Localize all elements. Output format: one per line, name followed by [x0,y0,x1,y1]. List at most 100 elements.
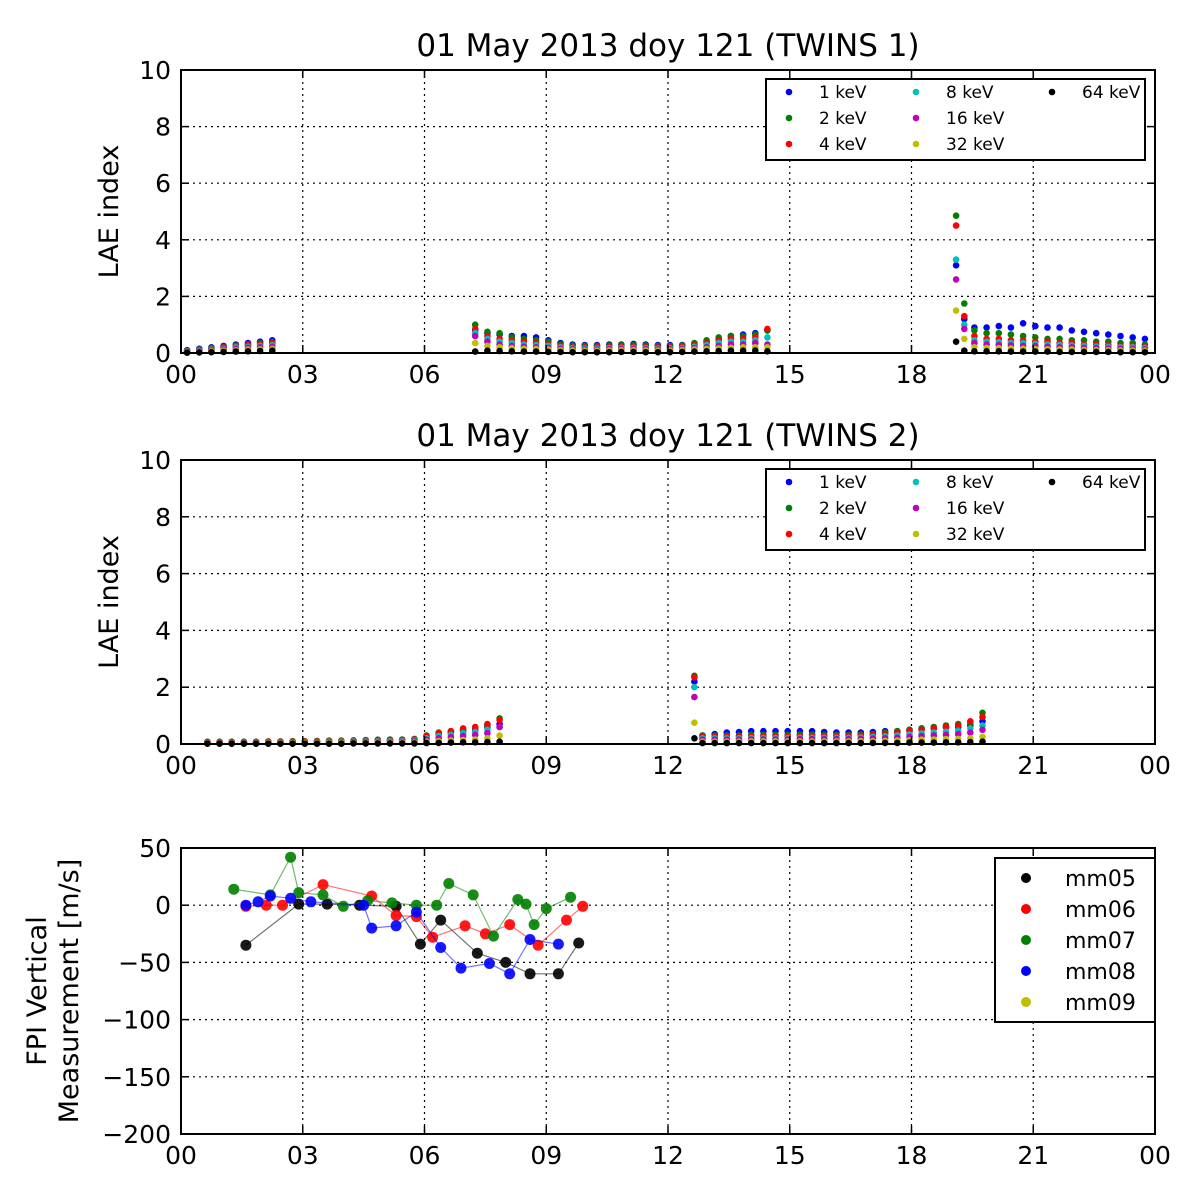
data-point [1092,329,1100,337]
data-point [952,222,960,229]
y-tick-label: −150 [102,1063,171,1092]
legend-item: 16 keV [912,109,1005,129]
data-point [967,729,974,736]
data-point [967,718,974,725]
data-point [971,327,978,334]
y-tick-label: −100 [102,1006,171,1035]
data-point [240,939,252,951]
legend-label: 8 keV [946,473,994,493]
data-point [455,962,467,974]
y-axis-label: LAE index [94,535,125,669]
data-point [524,934,536,945]
data-point [484,729,491,737]
data-point [1068,327,1076,334]
legend-label: 32 keV [946,135,1005,155]
data-point [277,899,288,911]
data-point [484,342,491,350]
data-point [504,919,516,931]
legend-item: mm07 [1021,929,1136,954]
data-point [305,896,317,908]
x-tick-label: 18 [896,360,928,389]
data-point [1032,322,1039,330]
legend-item: 8 keV [912,473,994,493]
x-tick-label: 00 [1139,1141,1171,1170]
data-point [565,891,577,903]
y-tick-label: 8 [155,113,171,142]
data-point [264,890,276,902]
series-16-kev [204,693,986,747]
data-point [471,332,479,340]
legend-item: 32 keV [912,135,1005,155]
legend-label: 8 keV [946,83,994,103]
data-point [1092,348,1100,356]
data-point [561,914,572,926]
data-point [983,324,990,331]
legend-marker [912,88,920,96]
data-point [532,939,544,951]
y-tick-label: 0 [155,730,171,759]
data-point [512,894,524,905]
data-point [252,896,264,908]
data-point [1019,320,1027,327]
data-point [691,735,698,742]
data-point [293,898,305,910]
data-point [500,956,512,968]
x-tick-label: 00 [165,1141,197,1170]
legend-label: 16 keV [946,109,1005,129]
legend-marker [912,114,920,122]
data-point [358,899,370,911]
data-point [390,920,402,932]
data-point [488,930,499,942]
legend-marker [912,478,920,486]
data-point [942,723,950,731]
legend-item: 64 keV [1048,473,1141,493]
data-point [435,739,443,747]
chart-title: 01 May 2013 doy 121 (TWINS 1) [416,28,919,64]
x-tick-label: 00 [165,360,197,389]
y-tick-label: 4 [155,226,171,255]
data-point [691,674,698,681]
chart-title: 01 May 2013 doy 121 (TWINS 2) [416,418,919,454]
legend-label: 2 keV [819,109,867,129]
y-tick-label: 2 [155,673,171,702]
data-point [471,947,483,959]
legend-label: 4 keV [819,135,867,155]
data-point [573,937,585,949]
y-tick-label: 0 [155,891,171,920]
x-tick-label: 09 [530,360,562,389]
legend-box [765,78,1146,161]
x-tick-label: 21 [1017,1141,1049,1170]
x-tick-label: 12 [652,751,684,780]
data-point [435,914,447,926]
data-point [459,920,471,932]
legend-label: 1 keV [819,83,867,103]
legend-item: 2 keV [785,109,867,129]
y-tick-label: 8 [155,503,171,532]
data-point [1117,332,1124,340]
data-point [764,325,771,333]
data-point [1056,324,1063,331]
series-4-kev [204,674,986,746]
data-point [1129,334,1136,341]
y-tick-label: 50 [139,834,171,863]
data-point [691,719,698,726]
data-point [496,723,503,731]
legend-label: 16 keV [946,499,1005,519]
data-point [1080,348,1088,356]
data-point [691,693,698,701]
legend-label: 2 keV [819,499,867,519]
series-4-kev [183,222,1149,355]
data-point [496,732,503,739]
y-tick-label: −200 [102,1120,171,1149]
data-point [979,713,986,721]
data-point [496,716,503,724]
x-tick-label: 00 [1139,751,1171,780]
data-point [557,348,564,356]
legend-marker [1048,88,1056,96]
legend-item: mm08 [1021,960,1136,985]
fpi-panel: 00 03 06 09 12 15 18 21 00−200−150−100−50050FPI … [22,834,1171,1170]
series-1-kev [204,678,986,746]
legend-label: 32 keV [946,525,1005,545]
series-32-kev [204,719,986,747]
legend-label: mm05 [1065,867,1136,892]
